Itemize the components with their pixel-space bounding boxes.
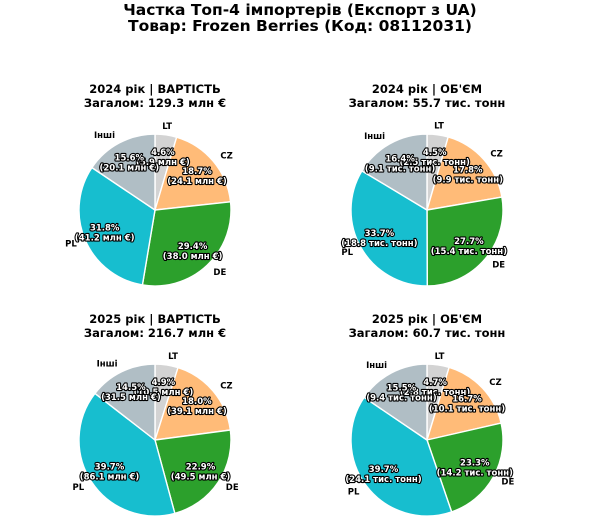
slice-percent-pl: 39.7% [95,462,125,472]
pie-slice-other [360,133,428,212]
slice-amount-pl: (18.8 тис. тонн) [341,239,417,249]
slice-amount-de: (49.5 млн €) [171,472,231,482]
slice-amount-cz: (24.1 млн €) [167,177,227,187]
slice-label-pl: PL [348,488,360,498]
pie-slice-cz [426,136,503,211]
slice-label-other: Інші [94,130,115,141]
pie-slice-other [93,363,156,442]
slice-percent-de: 29.4% [178,242,208,252]
pie-slice-pl [78,392,176,517]
chart-subtitle: Загалом: 60.7 тис. тонн [349,326,506,340]
slice-amount-de: (15.4 тис. тонн) [431,247,507,257]
pie-slice-de [154,429,232,515]
slice-label-lt: LT [168,352,178,362]
figure-title-line1: Частка Топ-4 імпортерів (Експорт з UA) [123,1,477,19]
slice-label-cz: CZ [220,152,232,162]
figure-title: Частка Топ-4 імпортерів (Експорт з UA) Т… [0,2,600,34]
pie-slice-pl [350,169,428,287]
figure-title-line2: Товар: Frozen Berries (Код: 08112031) [128,17,472,35]
slice-amount-other: (20.1 млн €) [99,164,159,174]
slice-label-other: Інші [366,360,387,371]
slice-label-pl: PL [65,240,77,250]
chart-title: 2024 рік | ОБ'ЄМ [372,82,482,96]
slice-percent-pl: 39.7% [369,465,399,475]
pie-slice-de [426,422,504,513]
slice-label-pl: PL [341,248,353,258]
slice-percent-de: 22.9% [186,462,216,472]
slice-amount-cz: (10.1 тис. тонн) [429,405,505,415]
pie-slice-other [363,363,428,442]
slice-percent-other: 15.5% [387,384,417,394]
pie-slice-cz [425,366,502,441]
slice-percent-lt: 4.7% [423,378,447,388]
slice-percent-cz: 18.0% [182,397,212,407]
slice-amount-other: (9.1 тис. тонн) [365,164,436,174]
pie-slice-de [426,196,504,287]
slice-label-cz: CZ [489,378,501,388]
chart-subtitle: Загалом: 129.3 млн € [84,96,226,110]
slice-label-pl: PL [73,483,85,493]
slice-percent-pl: 31.8% [90,224,120,234]
pie-slice-cz [153,366,232,441]
pie-slice-de [141,201,232,287]
slice-label-lt: LT [162,122,172,132]
slice-amount-pl: (86.1 млн €) [80,472,140,482]
slice-percent-cz: 18.7% [182,167,212,177]
slice-label-other: Інші [97,359,118,370]
slice-amount-other: (31.5 млн €) [101,393,161,403]
slice-percent-lt: 4.9% [152,378,176,388]
slice-amount-cz: (9.9 тис. тонн) [433,176,504,186]
slice-amount-other: (9.4 тис. тонн) [366,394,437,404]
slice-amount-lt: (2.8 тис. тонн) [400,388,471,398]
slice-percent-other: 14.5% [116,383,146,393]
slice-percent-cz: 17.8% [453,166,483,176]
slice-label-cz: CZ [220,381,232,391]
slice-percent-other: 16.4% [385,154,415,164]
slice-percent-other: 15.6% [115,154,145,164]
slice-amount-pl: (24.1 тис. тонн) [345,475,421,485]
pie-slice-pl [350,396,453,517]
slice-percent-de: 23.3% [460,459,490,469]
slice-label-lt: LT [435,352,445,362]
pie-slice-cz [154,136,232,211]
slice-label-de: DE [213,268,226,278]
slice-percent-de: 27.7% [454,237,484,247]
slice-amount-lt: (5.9 млн €) [136,158,190,168]
chart-title: 2024 рік | ВАРТІСТЬ [89,82,220,96]
chart-subtitle: Загалом: 216.7 млн € [84,326,226,340]
slice-label-cz: CZ [490,149,502,159]
slice-percent-lt: 4.6% [151,148,175,158]
pie-slice-pl [78,166,156,286]
chart-title: 2025 рік | ОБ'ЄМ [372,312,482,326]
slice-amount-lt: (10.5 млн €) [134,388,194,398]
pie-slice-other [90,133,156,212]
chart-subtitle: Загалом: 55.7 тис. тонн [349,96,506,110]
slice-label-de: DE [492,261,505,271]
slice-label-lt: LT [434,122,444,132]
slice-label-de: DE [501,477,514,487]
slice-label-other: Інші [364,131,385,142]
slice-percent-cz: 16.7% [452,395,482,405]
slice-amount-cz: (39.1 млн €) [167,407,227,417]
slice-amount-lt: (2.5 тис. тонн) [399,158,470,168]
slice-amount-de: (38.0 млн €) [163,252,223,262]
slice-amount-pl: (41.2 млн €) [75,234,135,244]
slice-label-de: DE [226,483,239,493]
slice-amount-de: (14.2 тис. тонн) [437,469,513,479]
chart-title: 2025 рік | ВАРТІСТЬ [89,312,220,326]
slice-percent-pl: 33.7% [365,229,395,239]
slice-percent-lt: 4.5% [423,148,447,158]
